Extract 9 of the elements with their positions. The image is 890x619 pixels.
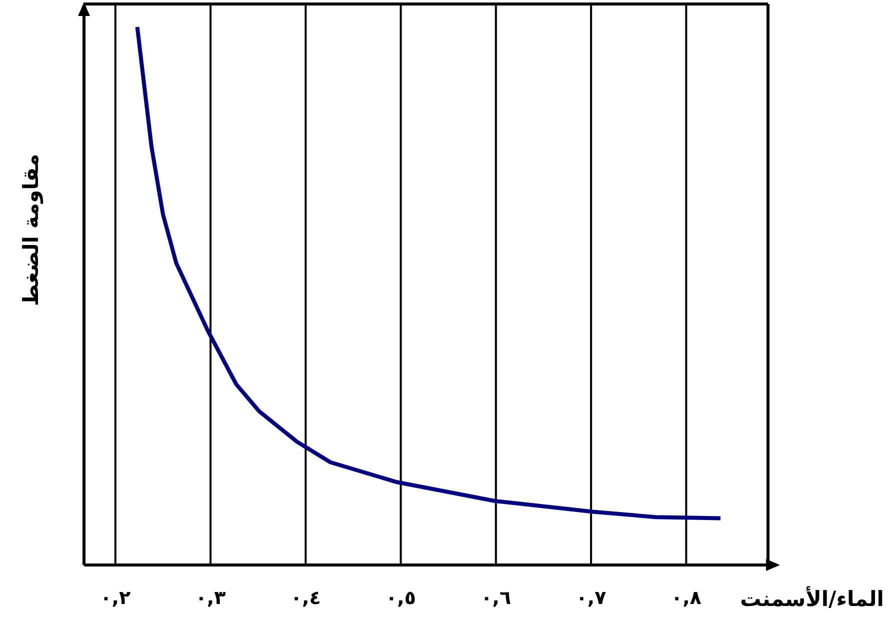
x-tick-label: ٠,٢ [100,587,131,609]
x-tick-label: ٠,٧ [576,587,607,609]
x-tick-label: ٠,٣ [195,587,226,609]
x-tick-label: ٠,٦ [480,587,512,609]
x-tick-label: ٠,٨ [670,587,702,609]
y-axis-title: مقاومة الضغط [19,154,44,306]
x-tick-label: ٠,٤ [290,587,321,609]
x-axis-title: الماء/الأسمنت [740,586,884,611]
x-tick-label: ٠,٥ [386,587,416,609]
